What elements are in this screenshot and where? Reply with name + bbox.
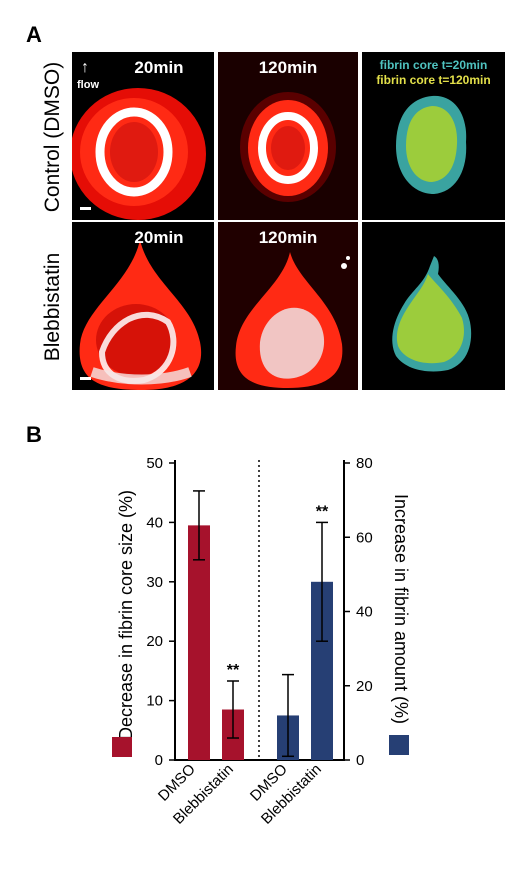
time-label-control-20: 20min xyxy=(134,58,184,77)
panel-b-letter: B xyxy=(26,422,42,447)
right-tick-label-60: 60 xyxy=(356,529,373,546)
left-tick-label-10: 10 xyxy=(146,693,163,710)
control-120min-micrograph xyxy=(240,92,336,202)
left-tick-label-30: 30 xyxy=(146,574,163,591)
right-tick-label-20: 20 xyxy=(356,678,373,695)
left-bar-dmso xyxy=(188,525,210,760)
legend-core-20: fibrin core t=20min xyxy=(379,58,488,72)
right-tick-label-80: 80 xyxy=(356,455,373,472)
blebbistatin-overlay-image xyxy=(362,222,505,390)
time-label-blebbistatin-20: 20min xyxy=(134,228,184,247)
panel-a-letter: A xyxy=(26,22,42,47)
y-right-label: Increase in fibrin amount (%) xyxy=(391,494,411,724)
blebbistatin-120min-micrograph xyxy=(235,252,350,388)
flow-label: flow xyxy=(77,79,99,91)
right-bar-blebbistatin xyxy=(311,581,333,760)
time-label-control-120: 120min xyxy=(258,58,318,77)
legend-core-120: fibrin core t=120min xyxy=(376,73,491,87)
right-tick-label-40: 40 xyxy=(356,604,373,621)
right-significance-blebbistatin: ** xyxy=(316,503,329,520)
scale-bar xyxy=(80,207,91,210)
control-overlay-image: fibrin core t=20min fibrin core t=120min xyxy=(362,52,505,220)
left-tick-label-40: 40 xyxy=(146,514,163,531)
blebbistatin-20min-micrograph xyxy=(79,240,202,390)
control-overlay-shapes xyxy=(396,95,467,194)
left-tick-label-50: 50 xyxy=(146,455,163,472)
legend-swatch-core-size xyxy=(112,737,132,757)
control-20min-image: ↑ flow 20min xyxy=(72,52,214,220)
legend-swatch-fibrin-amount xyxy=(389,735,409,755)
control-120min-image: 120min xyxy=(218,52,358,220)
blebbistatin-overlay-shapes xyxy=(392,256,472,372)
blebbistatin-120min-image: 120min xyxy=(218,222,358,390)
left-tick-label-0: 0 xyxy=(155,752,163,769)
blebbistatin-20min-image: 20min xyxy=(72,222,214,390)
scale-bar-2 xyxy=(80,377,91,380)
right-tick-label-0: 0 xyxy=(356,752,364,769)
y-left-label: Decrease in fibrin core size (%) xyxy=(116,490,136,740)
left-significance-blebbistatin: ** xyxy=(227,662,240,679)
time-label-blebbistatin-120: 120min xyxy=(258,228,318,247)
left-tick-label-20: 20 xyxy=(146,633,163,650)
control-20min-micrograph xyxy=(72,88,206,220)
flow-arrow-icon: ↑ xyxy=(81,59,89,76)
